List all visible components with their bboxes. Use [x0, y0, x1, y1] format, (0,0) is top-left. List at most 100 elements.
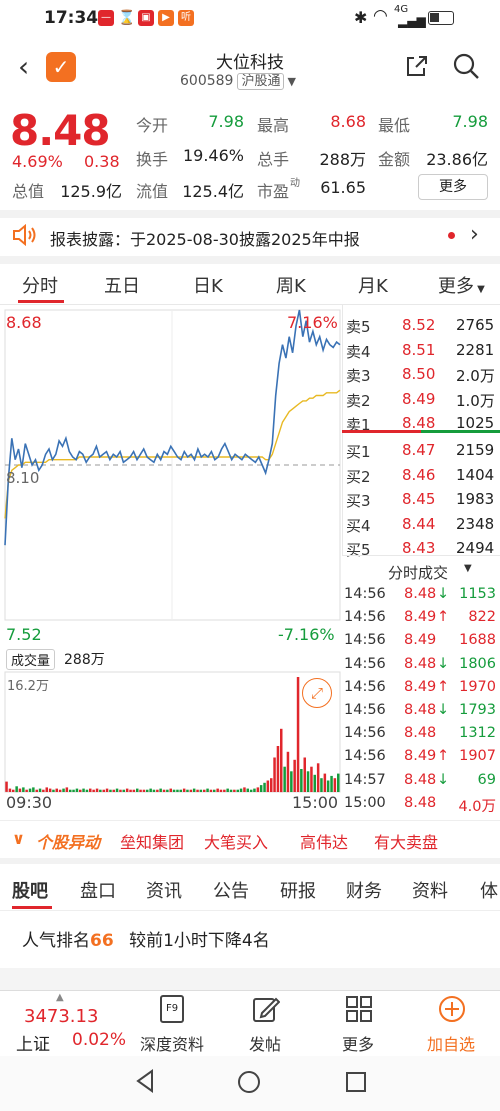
volume-indicator-button[interactable]: 成交量: [6, 649, 56, 670]
chart-prev-close-label: 8.10: [6, 469, 40, 487]
more-button[interactable]: 更多: [418, 174, 488, 200]
tab-finance[interactable]: 财务: [346, 881, 382, 902]
home-circle-icon[interactable]: [238, 1071, 260, 1093]
volume-bar: [119, 789, 122, 792]
volume-bar: [52, 789, 55, 792]
pe-dynamic-mark: 动: [290, 178, 300, 189]
volume-bars: [5, 677, 340, 793]
ask-quantity: 2.0万: [456, 367, 495, 386]
volume-bar: [263, 782, 266, 792]
ask-quantity: 1.0万: [456, 391, 495, 410]
volume-bar: [38, 788, 42, 792]
volume-bar: [162, 789, 166, 792]
float-value: 125.4亿: [182, 182, 244, 201]
popularity-row[interactable]: 人气排名66 较前1小时下降4名: [22, 926, 270, 951]
stock-code: 600589: [180, 73, 234, 89]
volume-bar: [223, 789, 226, 792]
search-icon[interactable]: [452, 52, 480, 80]
bid-row: 买2 8.46 1404: [344, 466, 500, 489]
back-icon[interactable]: ‹: [18, 50, 30, 83]
trades-title[interactable]: 分时成交: [388, 564, 449, 582]
bid-quantity: 1404: [456, 465, 495, 484]
movement-ticker[interactable]: ∨ 个股异动: [0, 820, 500, 858]
tab-more-label: 更多: [438, 276, 474, 297]
tab-more[interactable]: 更多 ▼: [438, 272, 485, 298]
volume-bar: [22, 787, 25, 792]
volume-bar: [280, 728, 283, 793]
trade-row: 14:56 8.48 1312: [343, 725, 500, 748]
volume-bar: [323, 773, 327, 792]
volume-bar: [330, 775, 333, 792]
volume-bar: [290, 771, 293, 792]
volume-bar: [92, 789, 95, 792]
share-icon[interactable]: [402, 52, 428, 78]
ask-quantity: 2765: [456, 316, 495, 334]
tab-daily-k[interactable]: 日K: [193, 276, 223, 297]
tab-weekly-k[interactable]: 周K: [276, 276, 306, 297]
edit-icon: [252, 995, 281, 1023]
trade-price: 8.49: [404, 748, 437, 765]
bid-row: 买1 8.47 2159: [344, 441, 500, 464]
volume-bar: [246, 788, 249, 792]
volume-max-label: 16.2万: [7, 679, 49, 694]
volume-bar: [226, 788, 229, 792]
volume-bar: [216, 788, 219, 792]
video-app-icon: ▶: [158, 10, 174, 26]
volume-bar: [189, 789, 193, 792]
amount-value: 23.86亿: [426, 150, 488, 169]
trade-row: 14:56 8.48 ↓ 1793: [343, 702, 500, 725]
f9-icon: F9: [160, 995, 184, 1023]
volume-bar: [42, 789, 45, 792]
bid-quantity: 2348: [456, 514, 495, 533]
volume-bar: [310, 766, 313, 792]
tab-research[interactable]: 研报: [280, 881, 316, 902]
volume-bar: [132, 789, 136, 792]
tab-forum[interactable]: 股吧: [12, 881, 48, 902]
notice-bar[interactable]: 报表披露：于2025-08-30披露2025年中报 ›: [0, 218, 500, 254]
index-value[interactable]: 3473.13: [24, 1006, 99, 1027]
stock-code-row[interactable]: 600589 沪股通 ▼: [180, 70, 296, 90]
turnover-label: 换手: [136, 150, 169, 169]
trade-time: 14:56: [344, 725, 386, 742]
tab-intraday[interactable]: 分时: [22, 276, 58, 297]
status-time: 17:34: [44, 8, 99, 28]
tab-news[interactable]: 资讯: [146, 881, 182, 902]
volume-bar: [239, 788, 243, 792]
volume-bar: [28, 788, 32, 792]
popularity-rank: 66: [90, 931, 114, 951]
volume-bar: [129, 789, 132, 792]
bluetooth-icon: ✱: [354, 8, 368, 27]
trade-price: 8.48: [404, 794, 437, 811]
volume-bar: [256, 787, 260, 792]
tab-overflow[interactable]: 体: [480, 881, 498, 902]
tab-five-day[interactable]: 五日: [104, 276, 140, 297]
trade-volume: 1970: [459, 678, 496, 695]
tab-profile[interactable]: 资料: [412, 881, 448, 902]
volume-value: 288万: [319, 150, 366, 169]
trade-row: 15:00 8.48 4.0万: [343, 795, 500, 818]
wifi-icon: ◠: [373, 6, 388, 26]
intraday-chart[interactable]: 8.68 7.16% 8.10 7.52 -7.16% 成交量 288万 16.…: [0, 305, 342, 820]
trade-price: 8.49: [404, 678, 437, 695]
tab-orderbook[interactable]: 盘口: [80, 881, 116, 902]
divider: [0, 256, 500, 264]
trade-price: 8.49: [404, 632, 437, 649]
chart-high-pct: 7.16%: [287, 313, 338, 332]
volume-bar: [5, 781, 8, 792]
ticker-brand: 个股异动: [36, 833, 101, 852]
bid-row: 买4 8.44 2348: [344, 515, 500, 538]
expand-icon[interactable]: ⤢: [302, 678, 332, 708]
bid-price: 8.45: [402, 490, 436, 509]
ticker-item[interactable]: 大笔买入: [204, 833, 269, 852]
trade-volume: 69: [477, 771, 496, 788]
back-triangle-icon[interactable]: [130, 1066, 160, 1096]
ticker-item[interactable]: 垒知集团: [120, 833, 185, 852]
tab-announcements[interactable]: 公告: [213, 881, 249, 902]
ticker-item[interactable]: 有大卖盘: [374, 833, 439, 852]
arrow-down-icon: ↓: [437, 586, 450, 602]
recents-square-icon[interactable]: [346, 1072, 366, 1092]
order-book-divider: [342, 430, 500, 433]
tab-monthly-k[interactable]: 月K: [358, 276, 388, 297]
ask-quantity: 1025: [456, 414, 495, 433]
ticker-item[interactable]: 高伟达: [300, 833, 349, 852]
